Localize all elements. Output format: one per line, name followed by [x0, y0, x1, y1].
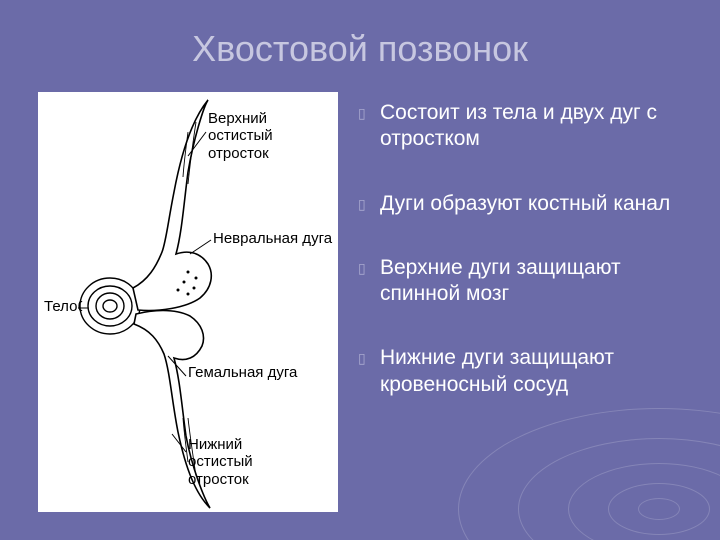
list-item: ▯ Состоит из тела и двух дуг с отростком [358, 100, 690, 153]
slide-title: Хвостовой позвонок [0, 28, 720, 70]
diagram-label-neural-arch: Невральная дуга [213, 230, 332, 247]
bullet-marker-icon: ▯ [358, 191, 372, 217]
diagram-label-upper-spinous: Верхний остистый отросток [208, 110, 273, 162]
diagram-label-hemal-arch: Гемальная дуга [188, 364, 297, 381]
list-item-text: Дуги образуют костный канал [380, 191, 690, 217]
list-item: ▯ Дуги образуют костный канал [358, 191, 690, 217]
bullet-marker-icon: ▯ [358, 345, 372, 371]
diagram-label-body: Тело [44, 298, 77, 315]
bullet-marker-icon: ▯ [358, 100, 372, 126]
list-item-text: Нижние дуги защищают кровеносный сосуд [380, 345, 690, 398]
anatomy-diagram: Верхний остистый отросток Невральная дуг… [38, 92, 338, 512]
diagram-label-lower-spinous: Нижний остистый отросток [188, 436, 253, 488]
list-item-text: Верхние дуги защищают спинной мозг [380, 255, 690, 308]
list-item: ▯ Нижние дуги защищают кровеносный сосуд [358, 345, 690, 398]
bullet-list: ▯ Состоит из тела и двух дуг с отростком… [358, 92, 690, 520]
bullet-marker-icon: ▯ [358, 255, 372, 281]
list-item-text: Состоит из тела и двух дуг с отростком [380, 100, 690, 153]
list-item: ▯ Верхние дуги защищают спинной мозг [358, 255, 690, 308]
content-area: Верхний остистый отросток Невральная дуг… [38, 92, 690, 520]
